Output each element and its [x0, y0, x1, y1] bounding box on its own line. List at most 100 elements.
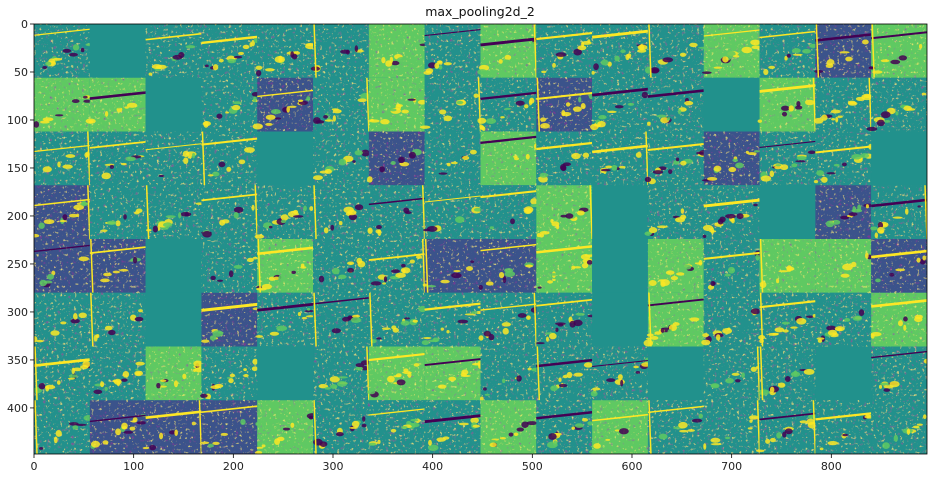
chart-title: max_pooling2d_2 — [425, 4, 535, 19]
feature-map-tile — [813, 131, 873, 186]
feature-map-tile — [755, 400, 819, 454]
y-axis: 0 50 100 150 200 250 300 350 400 — [7, 18, 34, 415]
feature-map-tile — [424, 346, 483, 401]
feature-map-tile — [703, 77, 760, 132]
feature-map-tile — [310, 24, 369, 78]
feature-map-tile — [758, 346, 816, 401]
feature-map-tile — [201, 185, 258, 240]
feature-map-tile — [536, 400, 593, 454]
heatmap-area — [34, 24, 927, 454]
feature-map-tile — [145, 77, 202, 132]
feature-map-tile — [200, 346, 258, 401]
feature-map-tile — [870, 185, 927, 240]
feature-map-tile — [312, 77, 371, 132]
feature-map-tile — [419, 77, 482, 132]
feature-map-tile — [536, 185, 593, 240]
feature-map-tile — [34, 292, 90, 347]
x-tick-label: 300 — [322, 460, 343, 473]
feature-map-tile — [536, 239, 595, 293]
feature-map-tile — [89, 292, 146, 347]
feature-map-tile — [145, 24, 202, 78]
x-axis: 0 100 200 300 400 500 600 700 800 — [31, 454, 842, 473]
axes-frame — [33, 23, 928, 455]
feature-map-tile — [479, 346, 540, 402]
feature-map-tile — [255, 238, 314, 293]
feature-map-tile — [477, 24, 538, 78]
feature-map-tile — [254, 185, 314, 239]
feature-map-tile — [34, 24, 94, 78]
feature-map-tile — [145, 131, 202, 186]
feature-map-tile — [478, 239, 537, 293]
feature-map-tile — [145, 346, 204, 401]
feature-map-tile — [255, 400, 318, 454]
feature-map-tile — [89, 131, 146, 186]
feature-map-tile — [34, 131, 91, 186]
feature-map-tile — [815, 400, 875, 454]
x-tick-label: 100 — [123, 460, 144, 473]
feature-map-tile — [252, 77, 314, 132]
feature-map-tile — [367, 185, 426, 240]
feature-map-tile — [201, 292, 262, 347]
feature-map-tile — [477, 77, 537, 132]
feature-map-tile — [591, 24, 649, 78]
feature-map-tile — [145, 292, 202, 347]
feature-map-tile — [759, 185, 816, 239]
feature-map-tile — [815, 292, 872, 347]
y-tick-label: 300 — [7, 306, 28, 319]
feature-map-tile — [536, 24, 593, 78]
feature-map-tile — [536, 77, 594, 132]
feature-map-tile — [592, 292, 648, 347]
feature-map-tile — [368, 24, 428, 78]
feature-map-tile — [703, 400, 761, 454]
feature-map-tile — [423, 185, 483, 239]
axes-border — [33, 23, 928, 455]
feature-map-tile — [255, 292, 316, 347]
y-tick-label: 50 — [14, 66, 28, 79]
feature-map-tile — [480, 400, 538, 454]
feature-map-tile — [313, 131, 370, 186]
y-tick-label: 250 — [7, 258, 28, 271]
feature-map-tile — [313, 185, 369, 240]
feature-map-tile — [815, 185, 873, 239]
feature-map-tile — [85, 77, 146, 132]
feature-map-tile — [367, 131, 425, 186]
feature-map-tile — [871, 131, 927, 186]
feature-map-tile — [701, 24, 761, 78]
feature-map-tile — [871, 400, 927, 454]
y-tick-label: 350 — [7, 354, 28, 367]
feature-map-tile — [592, 185, 648, 239]
feature-map-tile — [647, 239, 704, 293]
feature-map-tile — [368, 400, 425, 454]
feature-map-tile — [368, 238, 426, 293]
feature-map-tile — [201, 239, 258, 293]
feature-map-tile — [313, 346, 370, 401]
feature-map-tile — [536, 346, 593, 401]
feature-map-tile — [368, 292, 428, 347]
feature-map-tile — [647, 346, 704, 401]
feature-map-tile — [423, 24, 481, 78]
feature-map-tile — [536, 131, 593, 186]
feature-map-tile — [313, 239, 369, 293]
feature-map-tile — [757, 77, 817, 132]
feature-map-tile — [201, 77, 260, 132]
y-tick-label: 0 — [21, 18, 28, 31]
feature-map-tile — [89, 346, 146, 401]
feature-map-tile — [424, 400, 482, 454]
feature-map-tile — [758, 292, 817, 347]
y-tick-label: 400 — [7, 402, 28, 415]
x-tick-label: 700 — [721, 460, 742, 473]
feature-map-tile — [480, 185, 539, 239]
feature-map-tile — [590, 346, 652, 401]
feature-map-tile — [536, 292, 597, 347]
feature-map-tile — [89, 400, 149, 454]
feature-map-tile — [866, 77, 927, 132]
feature-map-tile — [591, 131, 649, 186]
feature-map-tile — [644, 185, 704, 239]
x-tick-label: 400 — [422, 460, 443, 473]
feature-map-tile — [647, 400, 704, 454]
feature-map-tile — [868, 24, 927, 78]
feature-map-tile — [89, 24, 146, 78]
feature-map-tile — [89, 238, 146, 293]
feature-map-tile — [480, 131, 538, 186]
